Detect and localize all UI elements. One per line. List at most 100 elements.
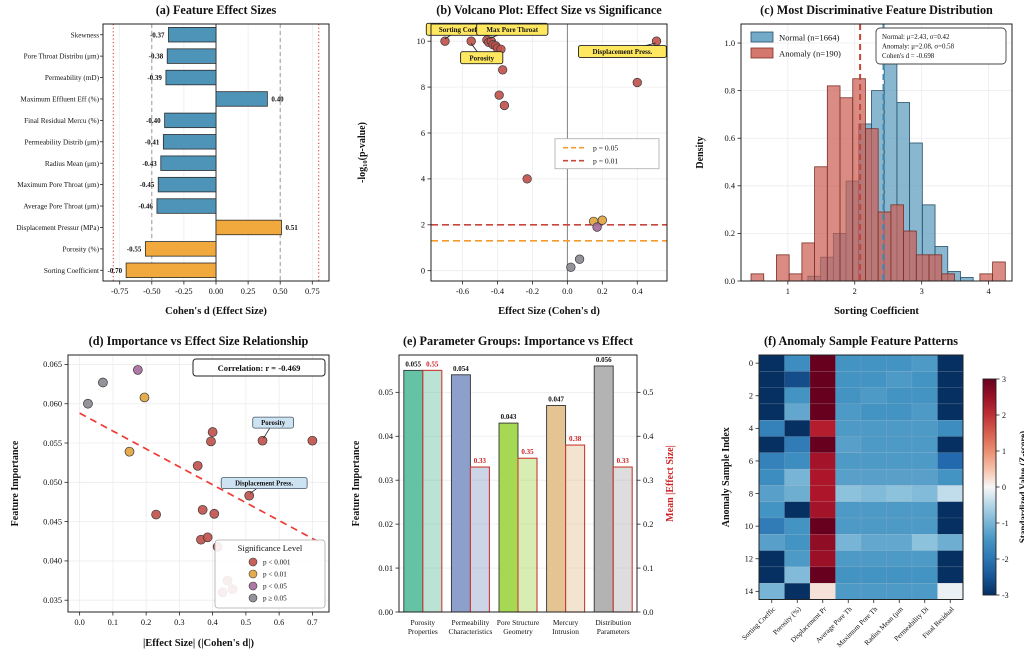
- svg-text:0: 0: [1002, 483, 1006, 492]
- svg-text:Pore Structure: Pore Structure: [497, 618, 540, 627]
- svg-text:Correlation: r = -0.469: Correlation: r = -0.469: [218, 363, 301, 373]
- svg-text:0.02: 0.02: [378, 520, 393, 529]
- svg-text:Permeability: Permeability: [452, 618, 490, 627]
- svg-text:Displacement Press.: Displacement Press.: [235, 481, 293, 488]
- svg-text:-0.2: -0.2: [526, 287, 539, 296]
- svg-text:Displacement Press.: Displacement Press.: [593, 48, 653, 56]
- svg-text:Porosity (%): Porosity (%): [62, 245, 99, 253]
- svg-text:10: 10: [417, 37, 425, 46]
- svg-text:Feature Importance: Feature Importance: [10, 440, 21, 526]
- svg-text:1.0: 1.0: [725, 39, 735, 48]
- svg-text:Distribution: Distribution: [595, 618, 631, 627]
- svg-text:0.035: 0.035: [43, 596, 62, 605]
- svg-text:p < 0.001: p < 0.001: [263, 559, 291, 567]
- svg-text:Mercury: Mercury: [553, 618, 579, 627]
- svg-text:Average Pore Throat (μm): Average Pore Throat (μm): [23, 203, 99, 211]
- svg-text:Standardized Value (Z-score): Standardized Value (Z-score): [1018, 431, 1024, 543]
- panel-c-chart: Normal (n=1664) Anomaly (n=190) Normal: μ=…: [695, 23, 1013, 317]
- svg-text:0.7: 0.7: [307, 618, 317, 627]
- svg-text:0.03: 0.03: [378, 476, 393, 485]
- svg-text:0.060: 0.060: [43, 400, 62, 409]
- svg-text:0.38: 0.38: [569, 435, 582, 443]
- svg-text:3: 3: [1002, 375, 1006, 384]
- svg-text:0.6: 0.6: [725, 134, 735, 143]
- svg-text:p = 0.05: p = 0.05: [593, 143, 618, 152]
- svg-text:0.0: 0.0: [643, 608, 653, 617]
- panel-e: (e) Parameter Groups: Importance vs Effe…: [341, 331, 683, 663]
- svg-text:0.00: 0.00: [209, 287, 224, 296]
- svg-text:-0.75: -0.75: [111, 287, 128, 296]
- svg-text:Pore Throat Distribu (μm): Pore Throat Distribu (μm): [24, 53, 100, 61]
- svg-text:-0.4: -0.4: [491, 287, 505, 296]
- svg-text:0.2: 0.2: [597, 287, 607, 296]
- svg-text:Sorting Coeffic: Sorting Coeffic: [741, 605, 778, 642]
- svg-text:-1: -1: [1002, 519, 1009, 528]
- svg-text:p = 0.01: p = 0.01: [593, 156, 618, 165]
- svg-text:0.055: 0.055: [405, 360, 421, 368]
- svg-text:0.1: 0.1: [643, 564, 653, 573]
- svg-text:Permeability (mD): Permeability (mD): [45, 74, 100, 82]
- svg-text:0.40: 0.40: [271, 96, 284, 104]
- panel-a: (a) Feature Effect Sizes Skewness -0.37 Po…: [0, 0, 341, 331]
- svg-text:12: 12: [745, 555, 753, 564]
- svg-text:0.056: 0.056: [596, 356, 612, 364]
- panel-b-chart: p = 0.05 p = 0.01 Sorting Coeff. Max Pore T…: [357, 22, 668, 317]
- svg-text:0.2: 0.2: [141, 618, 151, 627]
- svg-text:-0.70: -0.70: [108, 267, 123, 275]
- svg-text:1: 1: [786, 287, 790, 296]
- panel-b: (b) Volcano Plot: Effect Size vs Signifi…: [341, 0, 683, 331]
- svg-text:0.33: 0.33: [474, 457, 487, 465]
- svg-text:2: 2: [421, 221, 425, 230]
- svg-text:0.055: 0.055: [43, 439, 62, 448]
- svg-text:0.04: 0.04: [378, 432, 393, 441]
- svg-text:4: 4: [986, 287, 991, 296]
- svg-text:0: 0: [421, 266, 425, 275]
- svg-text:0.00: 0.00: [378, 608, 393, 617]
- svg-text:Porosity: Porosity: [261, 420, 286, 427]
- svg-text:Feature Importance: Feature Importance: [351, 440, 362, 526]
- svg-text:0.5: 0.5: [643, 388, 653, 397]
- svg-text:0.6: 0.6: [274, 618, 284, 627]
- svg-text:0.01: 0.01: [378, 564, 393, 573]
- svg-text:-0.39: -0.39: [147, 74, 162, 82]
- svg-text:Normal (n=1664): Normal (n=1664): [779, 33, 840, 43]
- svg-text:0.050: 0.050: [43, 478, 62, 487]
- svg-text:0.51: 0.51: [285, 224, 298, 232]
- svg-text:6: 6: [749, 457, 753, 466]
- svg-text:p < 0.01: p < 0.01: [263, 571, 287, 579]
- svg-text:Normal: μ=2.43, σ=0.42: Normal: μ=2.43, σ=0.42: [882, 34, 950, 41]
- svg-text:-3: -3: [1002, 591, 1009, 600]
- svg-text:Sorting Coefficient: Sorting Coefficient: [44, 267, 99, 275]
- svg-text:Density: Density: [695, 136, 706, 168]
- svg-text:-0.46: -0.46: [138, 203, 153, 211]
- panel-a-chart: Skewness -0.37 Pore Throat Distribu (μm) -0…: [16, 23, 330, 317]
- svg-text:Cohen's d = -0.698: Cohen's d = -0.698: [882, 53, 935, 60]
- svg-text:-0.41: -0.41: [145, 138, 160, 146]
- svg-text:Mean |Effect Size|: Mean |Effect Size|: [665, 445, 676, 522]
- svg-text:Sorting Coefficient: Sorting Coefficient: [834, 306, 919, 317]
- svg-text:0.043: 0.043: [501, 413, 517, 421]
- svg-text:-2: -2: [1002, 555, 1009, 564]
- svg-text:0.4: 0.4: [643, 432, 654, 441]
- panel-c: (c) Most Discriminative Feature Distribu…: [683, 0, 1024, 331]
- panel-d-chart: Porosity Displacement Press. Correlation: …: [10, 354, 330, 649]
- svg-text:Anomaly Sample Index: Anomaly Sample Index: [721, 427, 732, 527]
- svg-text:0.5: 0.5: [241, 618, 251, 627]
- svg-text:0.3: 0.3: [643, 476, 653, 485]
- svg-text:-0.38: -0.38: [149, 53, 164, 61]
- svg-text:0.75: 0.75: [305, 287, 320, 296]
- svg-text:-0.40: -0.40: [146, 117, 161, 125]
- svg-text:Geometry: Geometry: [503, 627, 533, 636]
- svg-text:0.0: 0.0: [562, 287, 572, 296]
- svg-text:p ≥ 0.05: p ≥ 0.05: [263, 595, 287, 603]
- svg-text:-0.25: -0.25: [175, 287, 192, 296]
- panel-d: (d) Importance vs Effect Size Relationsh…: [0, 331, 341, 663]
- svg-text:0.040: 0.040: [43, 557, 62, 566]
- svg-text:Cohen's d (Effect Size): Cohen's d (Effect Size): [165, 306, 267, 317]
- svg-text:2: 2: [853, 287, 857, 296]
- svg-text:14: 14: [745, 587, 754, 596]
- svg-text:2: 2: [749, 392, 753, 401]
